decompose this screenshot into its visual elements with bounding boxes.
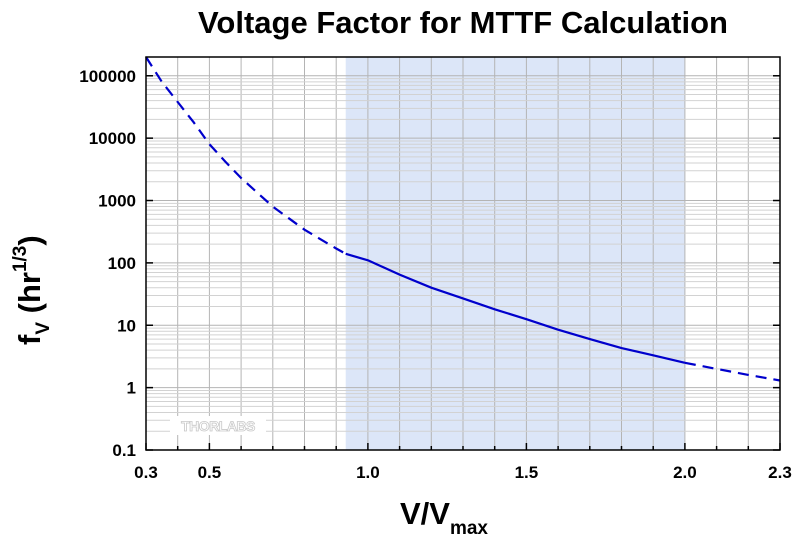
y-tick-label: 1: [127, 379, 136, 398]
series-curve-2: [345, 252, 686, 364]
x-axis-label: V/Vmax: [400, 496, 488, 539]
y-axis-label-unit: (hr: [12, 272, 47, 322]
curves: [145, 56, 781, 382]
chart-title: Voltage Factor for MTTF Calculation: [198, 5, 728, 40]
series-curve-3: [684, 361, 781, 382]
y-tick-label: 10000: [89, 129, 136, 148]
x-tick-label: 1.5: [515, 463, 539, 482]
y-axis-label-main: f: [12, 334, 47, 345]
x-tick-label: 2.0: [673, 463, 697, 482]
y-axis-label-unit-close: ): [12, 235, 47, 245]
y-tick-labels: 0.1 1 10 100 1000 10000 100000: [79, 67, 136, 460]
x-axis-label-subscript: max: [450, 518, 488, 539]
x-tick-label: 0.3: [134, 463, 158, 482]
x-tick-label: 2.3: [768, 463, 792, 482]
shaded-region: [345, 57, 685, 450]
y-tick-label: 100: [108, 254, 136, 273]
x-tick-labels: 0.3 0.5 1.0 1.5 2.0 2.3: [134, 463, 792, 482]
y-tick-label: 1000: [98, 192, 136, 211]
x-tick-label: 1.0: [356, 463, 380, 482]
watermark-plate: [170, 416, 266, 435]
watermark-logo: THORLABS: [181, 418, 255, 434]
y-axis-label: fV (hr1/3): [10, 235, 54, 345]
y-axis-label-subscript: V: [33, 322, 54, 335]
grid: [146, 56, 780, 450]
y-tick-label: 10: [117, 316, 136, 335]
y-axis-label-superscript: 1/3: [10, 246, 31, 272]
y-tick-label: 0.1: [112, 441, 136, 460]
plot-frame: [145, 56, 781, 451]
x-axis-label-main: V/V: [400, 496, 450, 531]
series-curve-1: [145, 56, 347, 255]
x-tick-label: 0.5: [198, 463, 222, 482]
watermark: THORLABS: [170, 416, 266, 435]
y-tick-label: 100000: [79, 67, 136, 86]
